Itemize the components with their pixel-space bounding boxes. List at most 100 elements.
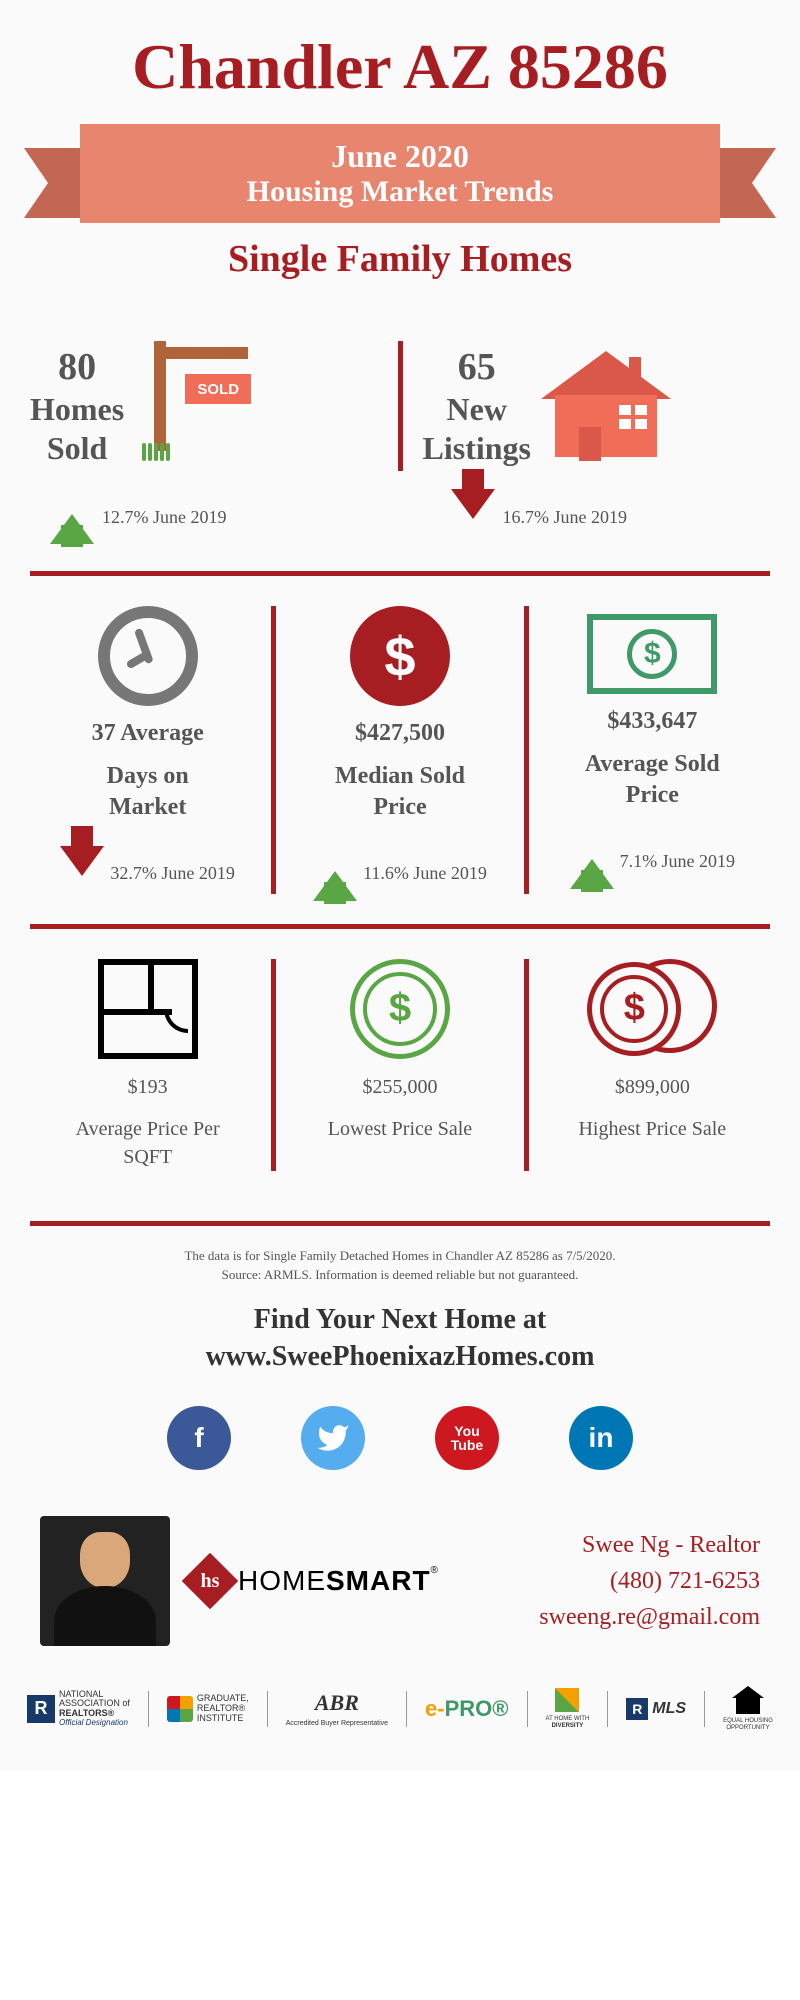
mid-stats-row: 37 Average Days on Market 32.7% June 201… [0,586,800,914]
vertical-divider [524,606,529,894]
avg-price-block: $ $433,647 Average Sold Price 7.1% June … [535,606,770,894]
lowest-value: $255,000 [282,1073,517,1101]
listings-trend-text: 16.7% June 2019 [503,507,628,528]
cta-line1: Find Your Next Home at [0,1301,800,1339]
realtor-photo [40,1516,170,1646]
disclaimer-line1: The data is for Single Family Detached H… [40,1246,760,1266]
avg-value: $433,647 [535,706,770,737]
coin-icon: $ [350,959,450,1059]
new-listings-value: 65 [423,345,531,391]
ribbon-banner: June 2020 Housing Market Trends [80,124,720,223]
avg-label: Average Sold Price [535,749,770,811]
median-price-block: $ $427,500 Median Sold Price 11.6% June … [282,606,517,894]
realtor-phone: (480) 721-6253 [539,1563,760,1599]
facebook-icon[interactable]: f [167,1406,231,1470]
section-divider [30,1221,770,1226]
subtitle: Single Family Homes [0,237,800,281]
ribbon-line1: June 2020 [80,138,720,175]
median-trend-text: 11.6% June 2019 [363,863,487,884]
ribbon-body: June 2020 Housing Market Trends [80,124,720,223]
top-trend-row: 12.7% June 2019 16.7% June 2019 [0,491,800,561]
avg-trend: 7.1% June 2019 [535,842,770,882]
new-listings-label1: New [447,391,507,427]
sqft-value: $193 [30,1073,265,1101]
realtor-name: Swee Ng - Realtor [539,1527,760,1563]
dom-value: 37 Average [30,718,265,749]
realtor-email: sweeng.re@gmail.com [539,1599,760,1635]
median-value: $427,500 [282,718,517,749]
days-on-market-block: 37 Average Days on Market 32.7% June 201… [30,606,265,894]
gri-cert: GRADUATE,REALTOR®INSTITUTE [167,1694,249,1724]
lowest-price-block: $ $255,000 Lowest Price Sale [282,959,517,1171]
equal-housing-icon [732,1686,764,1714]
homesmart-logo: hs HOMESMART® [190,1561,439,1601]
homes-sold-text: 80 Homes Sold [30,345,124,467]
epro-cert: e-PRO® [425,1696,508,1722]
new-listings-label2: Listings [423,430,531,466]
main-title: Chandler AZ 85286 [0,0,800,104]
certifications-row: R NATIONAL ASSOCIATION of REALTORS® Offi… [0,1676,800,1771]
new-listings-block: 65 New Listings [409,341,771,471]
abr-cert: ABR Accredited Buyer Representative [286,1690,388,1727]
vertical-divider [524,959,529,1171]
sold-trend: 12.7% June 2019 [30,497,370,537]
youtube-icon[interactable]: YouTube [435,1406,499,1470]
linkedin-icon[interactable]: in [569,1406,633,1470]
median-trend: 11.6% June 2019 [282,854,517,894]
top-stats-row: 80 Homes Sold SOLD 65 New Listings [0,311,800,491]
sqft-label: Average Price Per SQFT [30,1115,265,1171]
highest-price-block: $ $899,000 Highest Price Sale [535,959,770,1171]
homesmart-badge-icon: hs [182,1553,239,1610]
dom-trend: 32.7% June 2019 [30,854,265,894]
dollar-bill-icon: $ [587,614,717,694]
floorplan-icon [98,959,198,1059]
median-label: Median Sold Price [282,761,517,823]
price-sqft-block: $193 Average Price Per SQFT [30,959,265,1171]
sold-sign-icon: SOLD [134,341,254,471]
call-to-action: Find Your Next Home at www.SweePhoenixaz… [0,1295,800,1397]
clock-icon [98,606,198,706]
disclaimer-line2: Source: ARMLS. Information is deemed rel… [40,1265,760,1285]
bot-stats-row: $193 Average Price Per SQFT $ $255,000 L… [0,939,800,1211]
listings-trend: 16.7% June 2019 [391,497,771,537]
mls-cert: R MLS [626,1698,686,1720]
nar-cert: R NATIONAL ASSOCIATION of REALTORS® Offi… [27,1690,130,1728]
eho-cert: EQUAL HOUSINGOPPORTUNITY [723,1686,773,1731]
twitter-icon[interactable] [301,1406,365,1470]
social-icons-row: f YouTube in [0,1396,800,1506]
sold-trend-text: 12.7% June 2019 [102,507,227,528]
dom-trend-text: 32.7% June 2019 [110,863,235,884]
lowest-label: Lowest Price Sale [282,1115,517,1143]
contact-details: Swee Ng - Realtor (480) 721-6253 sweeng.… [539,1527,760,1635]
homes-sold-label2: Sold [47,430,107,466]
house-icon [541,351,671,461]
coins-icon: $ [587,959,717,1059]
arrow-down-icon [60,854,104,894]
arrow-up-icon [50,497,94,537]
disclaimer: The data is for Single Family Detached H… [0,1236,800,1295]
new-listings-text: 65 New Listings [423,345,531,467]
cta-line2: www.SweePhoenixazHomes.com [0,1338,800,1376]
sold-badge: SOLD [182,371,254,407]
avg-trend-text: 7.1% June 2019 [620,851,736,872]
arrow-up-icon [570,842,614,882]
section-divider [30,571,770,576]
dollar-circle-icon: $ [350,606,450,706]
dom-label: Days on Market [30,761,265,823]
vertical-divider [271,959,276,1171]
contact-row: hs HOMESMART® Swee Ng - Realtor (480) 72… [0,1506,800,1676]
ribbon-line2: Housing Market Trends [80,175,720,209]
homesmart-text: HOMESMART® [238,1565,439,1597]
vertical-divider [271,606,276,894]
diversity-cert: AT HOME WITHDIVERSITY [546,1688,590,1729]
homes-sold-label1: Homes [30,391,124,427]
highest-label: Highest Price Sale [535,1115,770,1143]
arrow-down-icon [451,497,495,537]
vertical-divider [398,341,403,471]
infographic-container: Chandler AZ 85286 June 2020 Housing Mark… [0,0,800,1771]
section-divider [30,924,770,929]
arrow-up-icon [313,854,357,894]
homes-sold-block: 80 Homes Sold SOLD [30,341,392,471]
highest-value: $899,000 [535,1073,770,1101]
homes-sold-value: 80 [30,345,124,391]
